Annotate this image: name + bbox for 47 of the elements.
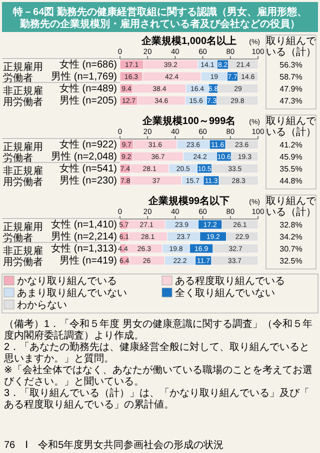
text: 32.5% [280,256,302,266]
legend-label: 全く取り組んでいない [175,287,275,299]
y-tick-label: 男性 (n=1,769) [51,70,117,82]
legend-label: ある程度取り組んでいる [175,275,285,287]
y-tick-label: 女性 (n=1,410) [51,218,117,230]
text: 非正規雇用労働者 [3,85,43,108]
y-tick-label: 女性 (n=1,313) [51,242,117,254]
legend-label: わからない [17,300,67,311]
y-tick-label: 女性 (n=541) [59,162,117,174]
y2-axis-title: 取り組んでいる（計） [266,116,317,138]
text: 45.9% [280,152,302,162]
chart-subtitle: 企業規模100～999名 [141,115,236,127]
text: 56.3% [280,60,302,70]
text: 58.7% [280,72,302,82]
chart-title: 特－64図 勤務先の健康経営取組に関する認識（男女、雇用形態、勤務先の企業規模別・雇用されている者及び会社などの役員） [12,6,307,30]
y-tick-label: 女性 (n=489) [59,82,117,94]
chart-subtitle: 企業規模1,000名以上 [140,35,237,47]
text: 非正規雇用労働者 [3,245,43,268]
text: 30.7% [280,244,302,254]
y2-axis-title: 取り組んでいる（計） [266,36,317,58]
y-tick-label: 男性 (n=2,048) [51,150,117,162]
legend-label: かなり取り組んでいる [17,276,117,287]
text: 32.8% [280,220,302,230]
text: 76 Ⅰ 令和5年度男女共同参画社会の形成の状況 [4,439,224,451]
text: 47.9% [280,84,302,94]
text: 44.8% [280,176,302,186]
text: 非正規雇用労働者 [3,165,43,188]
text: 47.3% [280,96,302,106]
y-tick-label: 男性 (n=419) [59,254,117,266]
text: 正規雇用労働者 [3,61,43,84]
text: 41.2% [280,140,302,150]
y-tick-label: 男性 (n=230) [59,174,117,186]
text: 34.2% [280,232,302,242]
text: 正規雇用労働者 [3,141,43,164]
legend-label: あまり取り組んでいない [17,288,127,299]
chart-subtitle: 企業規模99名以下 [147,195,230,207]
y2-axis-title: 取り組んでいる（計） [266,196,317,218]
text: （備考）1．「令和５年度 男女の健康意識に関する調査」（令和５年度内閣府委託調査）より作成。 [4,318,312,342]
text: ※「会社全体ではなく、あなたが働いている職場のことを考えてお選びください。」と聞いている。 [4,364,312,388]
text: 2．「あなたの勤務先は、健康経営全般に対して、取り組んでいると思いますか。」と質問。 [3,341,310,364]
y-tick-label: 男性 (n=205) [59,94,117,106]
y-tick-label: 男性 (n=2,214) [51,230,117,242]
text: 正規雇用労働者 [3,221,43,244]
text: 3．「取り組んでいる（計）」は、「かなり取り組んでいる」及び「ある程度取り組んでいる」の累計値。 [4,387,310,410]
y-tick-label: 女性 (n=686) [59,58,117,70]
text: 35.5% [280,164,302,174]
y-tick-label: 女性 (n=922) [59,138,117,150]
